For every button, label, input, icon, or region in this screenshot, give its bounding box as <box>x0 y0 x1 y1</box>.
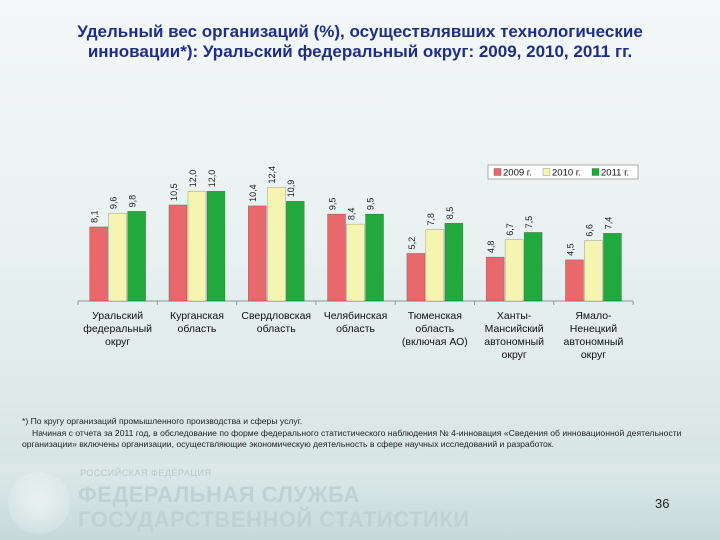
category-label: Тюменская <box>408 310 462 322</box>
legend-label-2: 2010 г. <box>552 168 581 179</box>
bar-3-6 <box>523 232 543 302</box>
bar-1-3 <box>248 205 267 302</box>
title-line-1: Удельный вес организаций (%), осуществля… <box>77 22 643 41</box>
legend-swatch-3 <box>591 168 600 176</box>
bar-3-2 <box>206 190 226 302</box>
data-label: 10,9 <box>286 180 296 198</box>
bar-1-7 <box>565 259 584 302</box>
category-label: Ямало- <box>575 310 612 322</box>
footer-band <box>0 464 720 540</box>
data-label: 8,1 <box>90 210 100 223</box>
legend-swatch-2 <box>542 168 551 176</box>
data-label: 4,8 <box>486 241 496 254</box>
data-label: 7,5 <box>524 216 534 229</box>
data-label: 12,0 <box>207 170 217 188</box>
category-label: округ <box>502 349 527 361</box>
data-label: 12,4 <box>267 166 277 184</box>
bar-chart: 8,1 10,5 10,4 9,5 5,2 4,8 4,5 9,6 12,0 12,4 8,4 7,8… <box>77 164 639 361</box>
category-label: Курганская <box>170 310 224 322</box>
bar-2-7 <box>584 240 603 302</box>
data-label: 7,4 <box>603 217 613 230</box>
legend-swatch-1 <box>493 168 502 176</box>
category-label: автономный <box>484 336 544 348</box>
data-label: 6,6 <box>584 224 594 237</box>
category-label: округ <box>105 336 130 348</box>
data-label: 8,4 <box>347 208 357 221</box>
category-label: Ненецкий <box>570 323 618 335</box>
footnote-line-1: *) По кругу организаций промышленного пр… <box>22 416 303 426</box>
bar-3-7 <box>603 233 622 302</box>
bar-1-6 <box>485 256 505 302</box>
category-label: Уральский <box>92 310 143 322</box>
footer-org-line-1: ФЕДЕРАЛЬНАЯ СЛУЖБА <box>78 482 360 507</box>
bar-3-1 <box>127 211 146 302</box>
bar-2-5 <box>425 229 445 302</box>
data-label: 7,8 <box>426 213 436 226</box>
category-label: округ <box>581 349 606 361</box>
category-label: область <box>336 323 375 335</box>
bar-3-3 <box>286 201 305 302</box>
bar-2-3 <box>267 187 286 302</box>
data-label: 9,6 <box>109 197 119 210</box>
data-label: 9,5 <box>366 198 376 211</box>
bar-2-6 <box>504 239 524 302</box>
title-line-2: инновации*): Уральский федеральный округ… <box>87 42 633 61</box>
bar-1-2 <box>168 204 188 302</box>
bar-1-5 <box>406 253 426 302</box>
data-label: 4,5 <box>565 243 575 256</box>
page-title: Удельный вес организаций (%), осуществля… <box>20 22 700 62</box>
category-label: область <box>415 323 454 335</box>
bar-1-1 <box>89 226 108 302</box>
data-label: 5,2 <box>407 237 417 250</box>
footer-federation: РОССИЙСКАЯ ФЕДЕРАЦИЯ <box>80 468 212 478</box>
data-label: 8,5 <box>445 207 455 220</box>
bar-3-4 <box>365 213 384 302</box>
category-label: Свердловская <box>241 310 311 322</box>
footer-org-line-2: ГОСУДАРСТВЕННОЙ СТАТИСТИКИ <box>78 507 470 532</box>
bar-2-4 <box>346 223 365 302</box>
footnote-line-2: Начиная с отчета за 2011 год, в обследов… <box>22 427 682 450</box>
data-label: 9,8 <box>128 195 138 208</box>
category-label: область <box>257 323 296 335</box>
category-label: Ханты- <box>497 310 532 322</box>
category-label: федеральный <box>83 323 152 335</box>
legend-label-3: 2011 г. <box>601 168 629 179</box>
data-label: 10,4 <box>248 184 258 202</box>
emblem-logo <box>8 472 70 534</box>
legend-box <box>487 164 639 180</box>
bar-2-1 <box>108 212 127 302</box>
page-number: 36 <box>655 496 670 511</box>
bar-3-5 <box>444 222 464 302</box>
data-label: 12,0 <box>188 170 198 188</box>
footnote: *) По кругу организаций промышленного пр… <box>22 416 712 451</box>
category-label: область <box>178 323 217 335</box>
bar-2-2 <box>187 190 207 302</box>
legend-label-1: 2009 г. <box>503 168 532 179</box>
category-label: Челябинская <box>324 310 388 322</box>
bar-1-4 <box>327 213 346 302</box>
data-label: 9,5 <box>328 198 338 211</box>
data-label: 6,7 <box>505 223 515 236</box>
category-label: автономный <box>564 336 624 348</box>
data-label: 10,5 <box>169 183 179 201</box>
category-label: Мансийский <box>485 323 544 335</box>
category-label: (включая АО) <box>402 336 468 348</box>
